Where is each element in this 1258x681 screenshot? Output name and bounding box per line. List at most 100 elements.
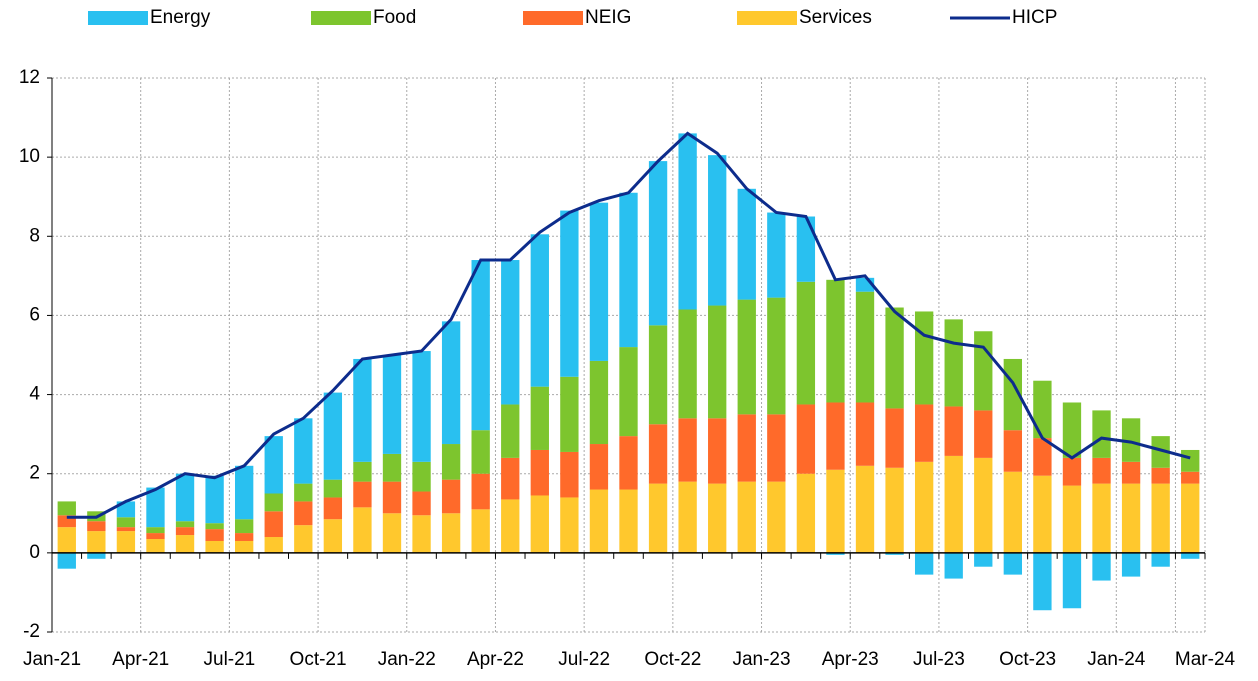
bar [323, 519, 343, 553]
bar [1181, 471, 1200, 484]
bar [294, 418, 313, 484]
bar [885, 408, 904, 468]
bar [589, 489, 609, 553]
bar [1151, 467, 1170, 484]
bar [501, 404, 520, 458]
bar [412, 515, 431, 553]
bar [855, 402, 875, 466]
bar [648, 325, 668, 425]
bar [146, 539, 165, 553]
bar [885, 467, 904, 553]
bar [1092, 457, 1111, 484]
bar [264, 511, 283, 538]
x-tick-label: Jul-23 [913, 649, 965, 670]
bar [382, 513, 402, 553]
x-tick-label: Oct-22 [644, 649, 701, 670]
bar [1003, 430, 1022, 472]
bar [412, 491, 431, 516]
bar [205, 529, 224, 541]
bar [175, 521, 195, 528]
x-tick-label: Apr-23 [822, 649, 879, 670]
bar [974, 552, 993, 567]
bar [826, 402, 845, 470]
bar [1121, 461, 1141, 484]
bar [560, 451, 579, 498]
bar [441, 444, 461, 480]
bar [796, 281, 816, 405]
bar [589, 444, 609, 490]
bar [1033, 438, 1052, 476]
bar [974, 331, 993, 411]
legend-label: HICP [1012, 7, 1057, 28]
bar [353, 358, 372, 462]
bar [767, 414, 786, 482]
bar [530, 449, 549, 496]
bar [501, 457, 520, 500]
bar [471, 473, 490, 510]
bar [1092, 552, 1111, 581]
bar [767, 212, 786, 298]
bar [1033, 380, 1052, 439]
y-tick-label: 4 [29, 384, 40, 405]
x-tick-label: Jan-22 [378, 649, 436, 670]
bar [796, 473, 816, 553]
bar [678, 481, 697, 553]
bar [530, 386, 549, 450]
bar [1062, 457, 1082, 486]
bar [441, 321, 461, 445]
bar [205, 475, 224, 524]
bar [323, 479, 343, 498]
bar [235, 465, 254, 520]
bar [294, 525, 313, 553]
bar [560, 376, 579, 452]
bar [412, 351, 431, 462]
bar [826, 552, 845, 555]
bar [914, 552, 934, 575]
bar [1062, 485, 1082, 553]
bar [619, 192, 638, 348]
bar [87, 531, 106, 553]
bar [1092, 410, 1111, 458]
bar [146, 527, 165, 534]
bar [767, 297, 786, 415]
x-tick-label: Apr-21 [112, 649, 169, 670]
legend-label: Food [373, 7, 416, 28]
y-tick-label: 8 [29, 225, 40, 246]
bar [678, 418, 697, 482]
bar [235, 533, 254, 541]
y-tick-label: 12 [19, 67, 40, 88]
y-tick-label: 6 [29, 304, 40, 325]
bar [205, 540, 224, 553]
x-tick-label: Mar-24 [1175, 649, 1236, 670]
bar [294, 501, 313, 526]
x-tick-label: Jan-23 [732, 649, 790, 670]
bar [353, 481, 372, 508]
bar [471, 509, 490, 553]
bar [708, 305, 727, 419]
bar [885, 307, 904, 409]
bar [678, 309, 697, 419]
bar [441, 513, 461, 553]
bar [146, 487, 165, 528]
bar [648, 161, 668, 326]
bar [441, 479, 461, 514]
bar [323, 497, 343, 520]
bar [619, 489, 638, 553]
bar [116, 517, 136, 528]
bar [323, 392, 343, 480]
bar [1151, 483, 1170, 553]
y-tick-label: -2 [23, 621, 40, 642]
bar [560, 497, 579, 553]
x-tick-label: Jan-24 [1087, 649, 1146, 670]
legend-label: Services [799, 7, 872, 28]
bar [264, 493, 283, 512]
bar [974, 410, 993, 458]
x-tick-label: Apr-22 [467, 649, 524, 670]
bar [175, 473, 195, 522]
legend-swatch [311, 11, 371, 25]
bar [501, 499, 520, 553]
legend-swatch [523, 11, 583, 25]
bar [57, 527, 76, 553]
bar [1003, 471, 1022, 553]
bar [530, 234, 549, 387]
